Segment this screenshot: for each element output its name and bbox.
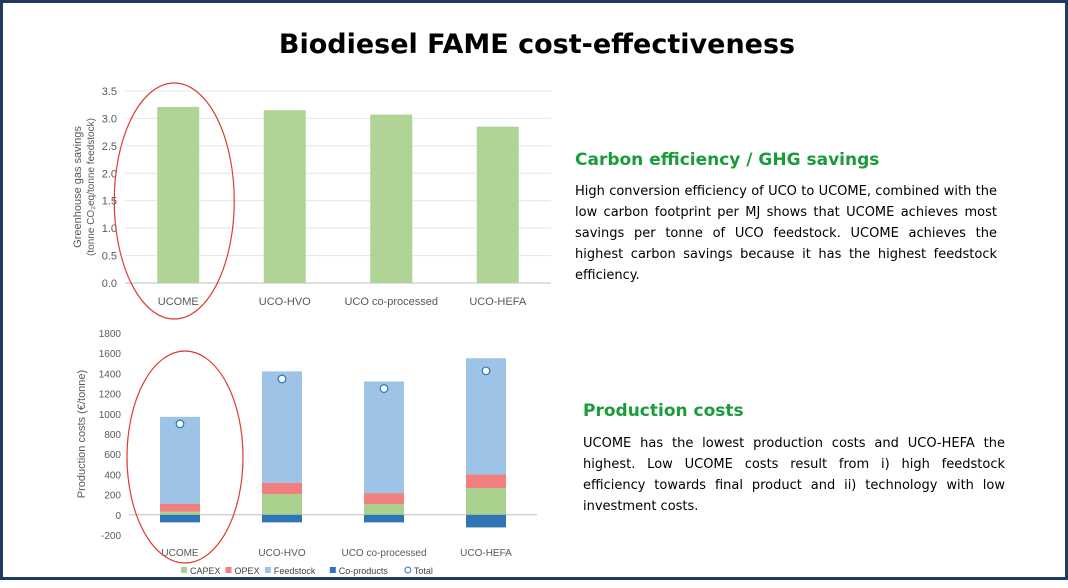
legend-label-total: Total [414,566,433,576]
y-tick-label: -200 [101,531,121,542]
production-costs-chart: -200 0 200 400 600 800 1000 1200 1400 1600 1800 UCO… [63,325,563,583]
y-tick-label: 800 [104,430,121,441]
x-tick-label: UCO-HVO [258,548,305,559]
ghg-savings-chart: 0.0 0.5 1.0 1.5 2.0 2.5 3.0 3.5 UCOME UCO-HVO UCO … [63,81,563,321]
y-tick-label: 600 [104,450,121,461]
x-tick-label: UCO co-processed [344,296,438,308]
bar-uco-co-processed [370,114,413,284]
bar-segment-feedstock-uco-hefa [466,358,506,475]
bar-segment-capex-uco-hvo [262,494,302,515]
bar-segment-feedstock-ucome [160,416,200,504]
bar-uco-hefa [476,126,519,284]
legend: CAPEX OPEX Feedstock Co-products Total [181,566,433,576]
y-tick-label: 1.5 [102,196,117,208]
carbon-efficiency-heading: Carbon efficiency / GHG savings [575,150,880,170]
x-tick-label: UCO-HEFA [460,548,512,559]
bar-segment-opex-ucome [160,503,200,512]
y-tick-label: 3.5 [102,86,117,98]
total-marker-uco-hefa [481,366,491,376]
legend-swatch-co-products [329,567,336,573]
y-axis-label: Greenhouse gas savings [72,126,84,248]
bar-segment-capex-ucome [160,511,200,515]
carbon-efficiency-text: High conversion efficiency of UCO to UCO… [575,184,997,283]
x-tick-label: UCOME [161,548,199,559]
bar-uco-hvo [263,110,306,283]
y-tick-label: 2.0 [102,168,117,180]
ghg-chart-svg: 0.0 0.5 1.0 1.5 2.0 2.5 3.0 3.5 UCOME UCO-HVO UCO … [72,82,551,320]
y-tick-label: 200 [104,491,121,502]
bar-segment-co-products-ucome [160,514,200,523]
bar-segment-feedstock-uco-hvo [262,371,302,483]
bar-segment-capex-uco-hefa [466,488,506,515]
legend-label-capex: CAPEX [190,566,221,576]
x-tick-label: UCOME [158,296,199,308]
y-tick-label: 1800 [99,329,122,340]
bar-segment-co-products-uco-co-processed [364,514,404,523]
total-marker-ucome [175,419,185,429]
bar-segment-co-products-uco-hefa [466,514,506,528]
y-tick-label: 2.5 [102,141,117,153]
y-tick-label: 1200 [99,390,122,401]
y-tick-label: 0.0 [102,278,117,290]
highlight-circle [113,82,235,320]
bar-segment-opex-uco-co-processed [364,493,404,505]
legend-label-opex: OPEX [235,566,260,576]
y-tick-label: 1600 [99,349,122,360]
y-axis-label: Production costs (€/tonne) [76,370,88,498]
total-marker-uco-hvo [277,374,287,384]
legend-swatch-opex [225,567,232,573]
legend-label-co-products: Co-products [339,566,389,576]
bar-segment-capex-uco-co-processed [364,504,404,515]
y-tick-label: 1.0 [102,223,117,235]
legend-swatch-feedstock [264,567,271,573]
y-tick-label: 1000 [99,410,122,421]
y-tick-label: 0.5 [102,251,117,263]
y-tick-label: 1400 [99,369,122,380]
y-axis-label-units: (tonne CO₂eq/tonne feedstock) [86,118,97,256]
y-tick-label: 3.0 [102,113,117,125]
legend-label-feedstock: Feedstock [274,566,316,576]
legend-swatch-total [404,566,412,574]
x-tick-label: UCO-HVO [259,296,311,308]
y-tick-label: 0 [115,511,121,522]
bar-segment-feedstock-uco-co-processed [364,381,404,494]
total-marker-uco-co-processed [379,384,389,393]
bar-segment-co-products-uco-hvo [262,514,302,523]
x-tick-label: UCO co-processed [341,548,426,559]
y-tick-label: 400 [104,470,121,481]
bar-segment-opex-uco-hvo [262,482,302,495]
legend-swatch-capex [181,567,187,573]
slide-title: Biodiesel FAME cost-effectiveness [278,29,796,60]
production-costs-heading: Production costs [583,401,744,421]
costs-chart-svg: -200 0 200 400 600 800 1000 1200 1400 1600 1800 UCO… [76,329,537,576]
production-costs-text: UCOME has the lowest production costs an… [583,436,1005,514]
x-tick-label: UCO-HEFA [469,296,527,308]
bar-ucome [157,106,200,283]
highlight-circle [126,350,244,564]
bar-segment-opex-uco-hefa [466,474,506,489]
